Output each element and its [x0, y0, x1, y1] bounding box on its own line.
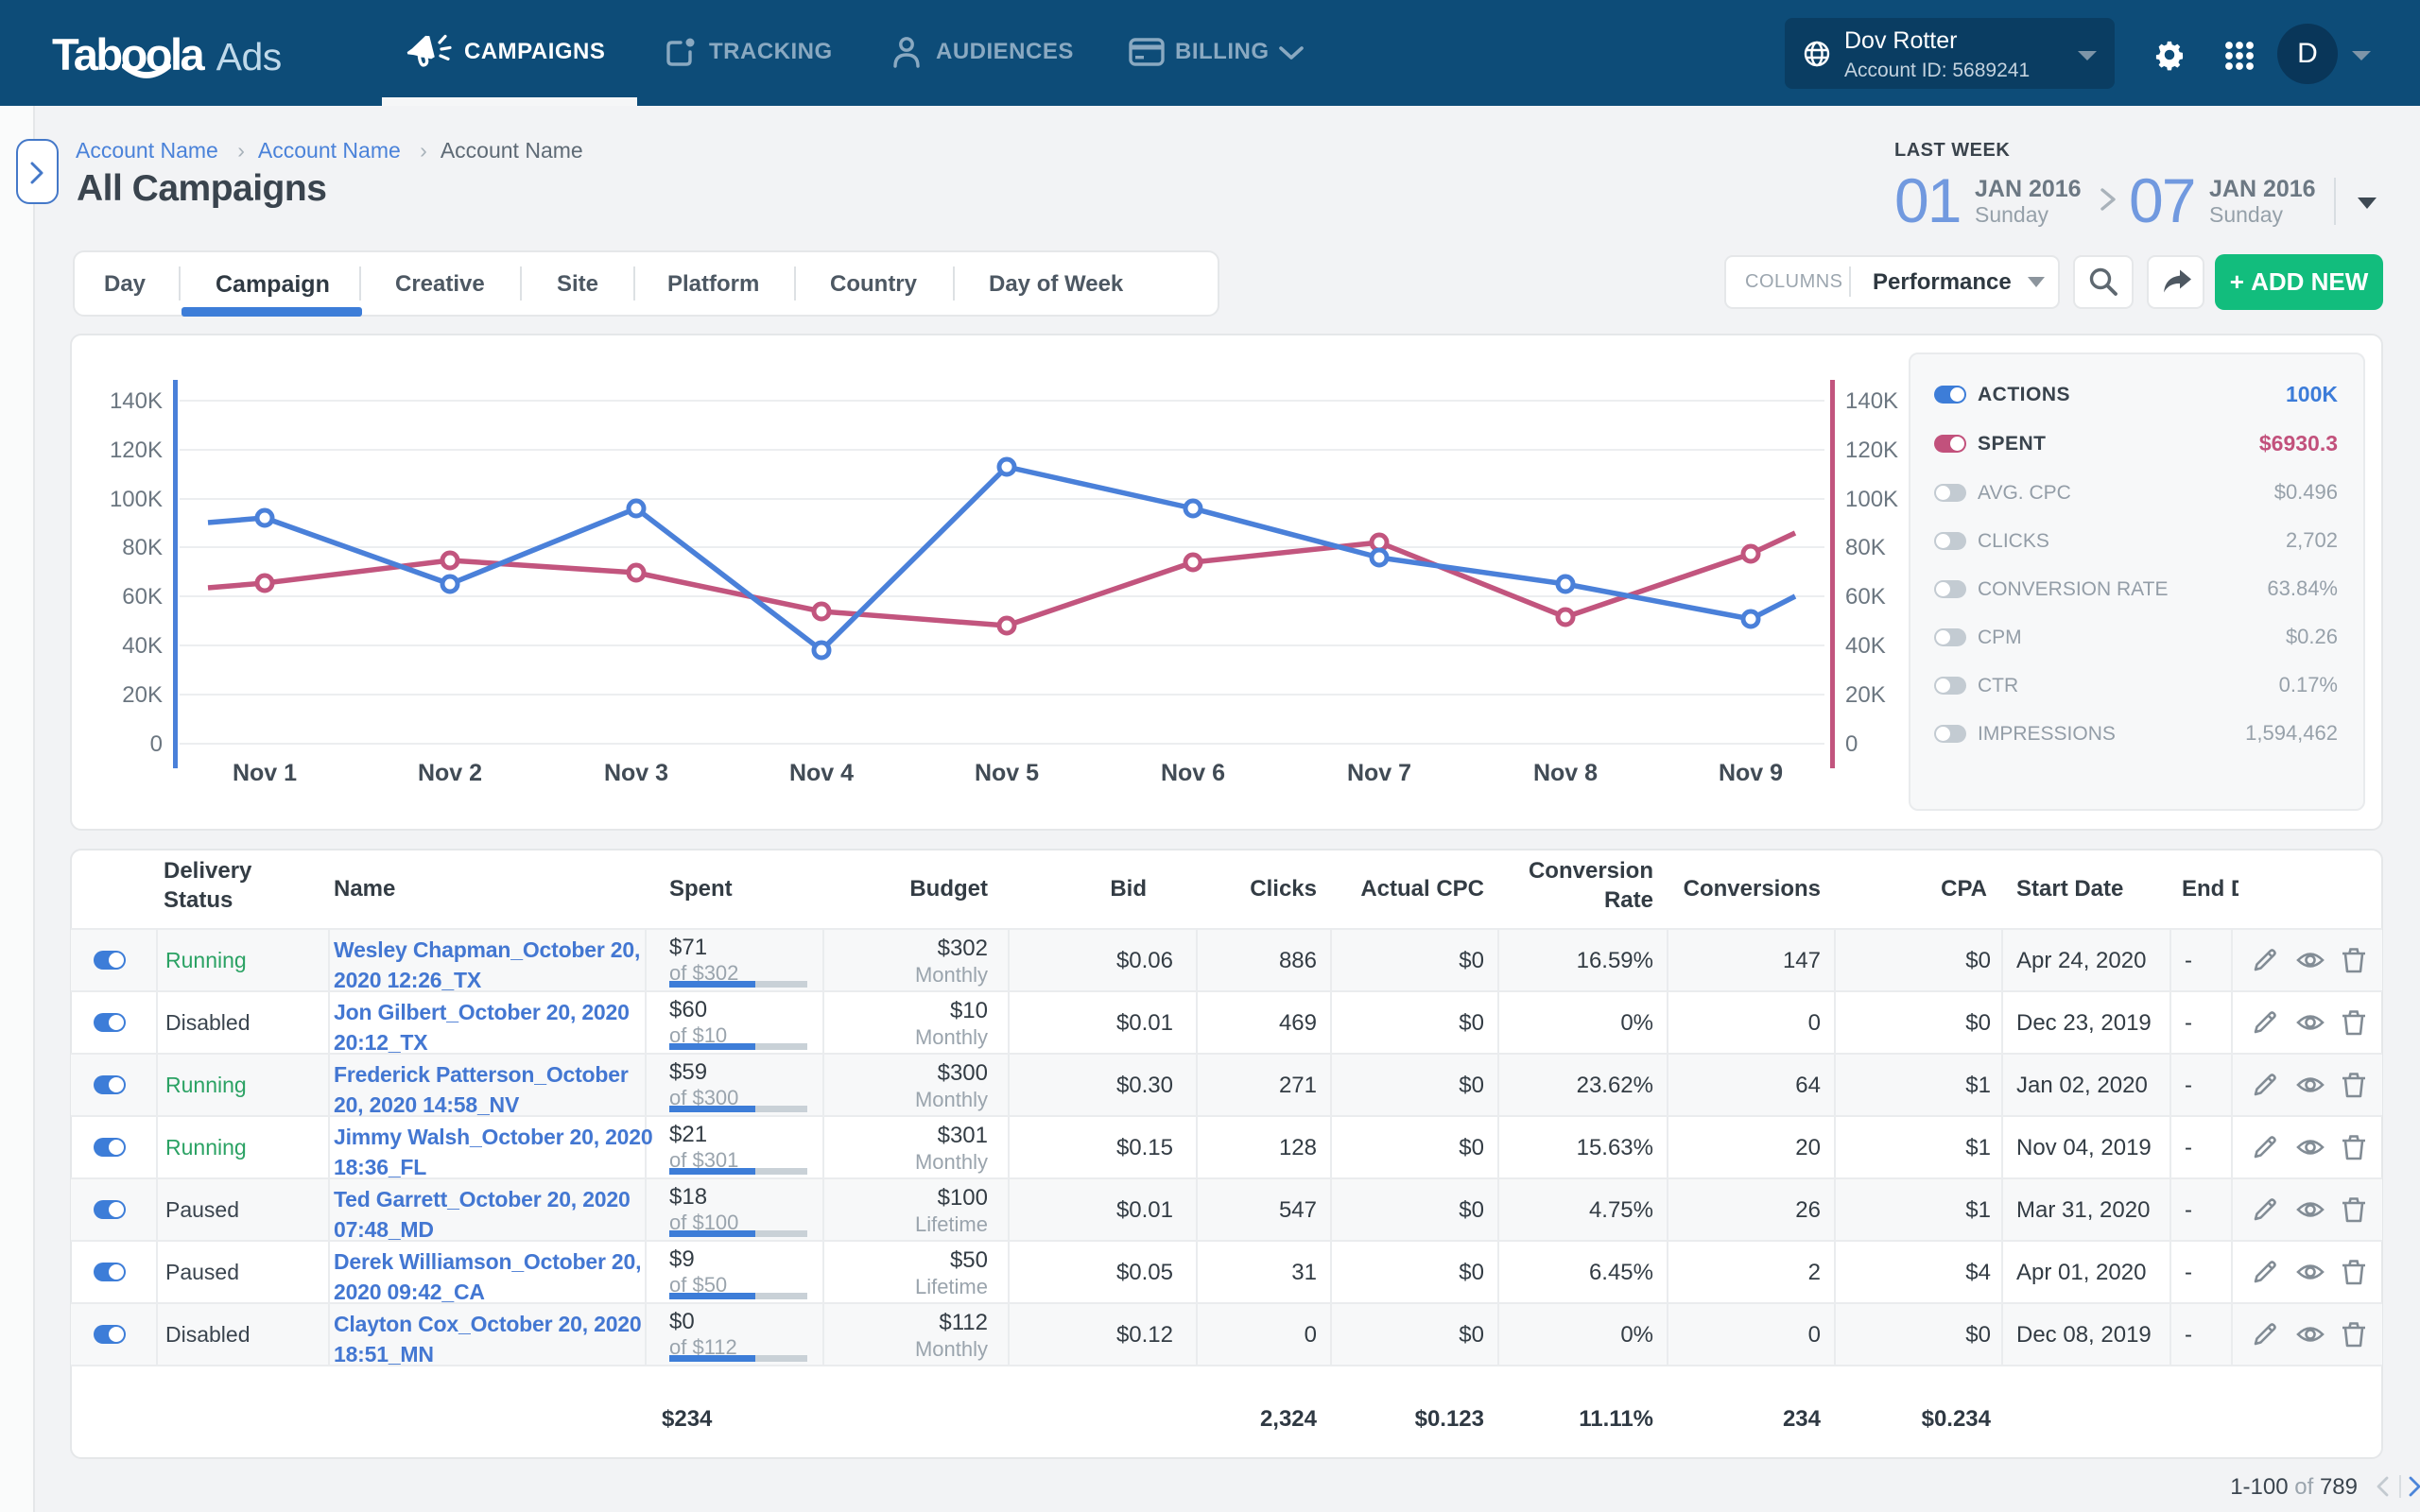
svg-text:Nov 1: Nov 1	[233, 760, 297, 786]
svg-text:140K: 140K	[110, 388, 163, 414]
svg-text:120K: 120K	[1845, 438, 1898, 463]
svg-text:100K: 100K	[110, 487, 163, 512]
svg-text:0: 0	[1845, 731, 1858, 757]
svg-text:Nov 4: Nov 4	[789, 760, 854, 786]
svg-text:80K: 80K	[122, 535, 163, 560]
svg-text:140K: 140K	[1845, 388, 1898, 414]
svg-text:40K: 40K	[1845, 633, 1886, 659]
svg-text:Nov 5: Nov 5	[975, 760, 1039, 786]
svg-text:60K: 60K	[122, 584, 163, 610]
svg-text:20K: 20K	[122, 682, 163, 708]
svg-text:Nov 9: Nov 9	[1719, 760, 1783, 786]
svg-text:Nov 3: Nov 3	[604, 760, 668, 786]
svg-text:40K: 40K	[122, 633, 163, 659]
svg-text:Nov 8: Nov 8	[1533, 760, 1598, 786]
svg-text:100K: 100K	[1845, 487, 1898, 512]
svg-text:20K: 20K	[1845, 682, 1886, 708]
svg-text:Nov 6: Nov 6	[1161, 760, 1225, 786]
svg-text:120K: 120K	[110, 438, 163, 463]
svg-text:60K: 60K	[1845, 584, 1886, 610]
svg-text:Nov 7: Nov 7	[1347, 760, 1411, 786]
svg-text:0: 0	[150, 731, 163, 757]
svg-text:Nov 2: Nov 2	[418, 760, 482, 786]
svg-text:80K: 80K	[1845, 535, 1886, 560]
